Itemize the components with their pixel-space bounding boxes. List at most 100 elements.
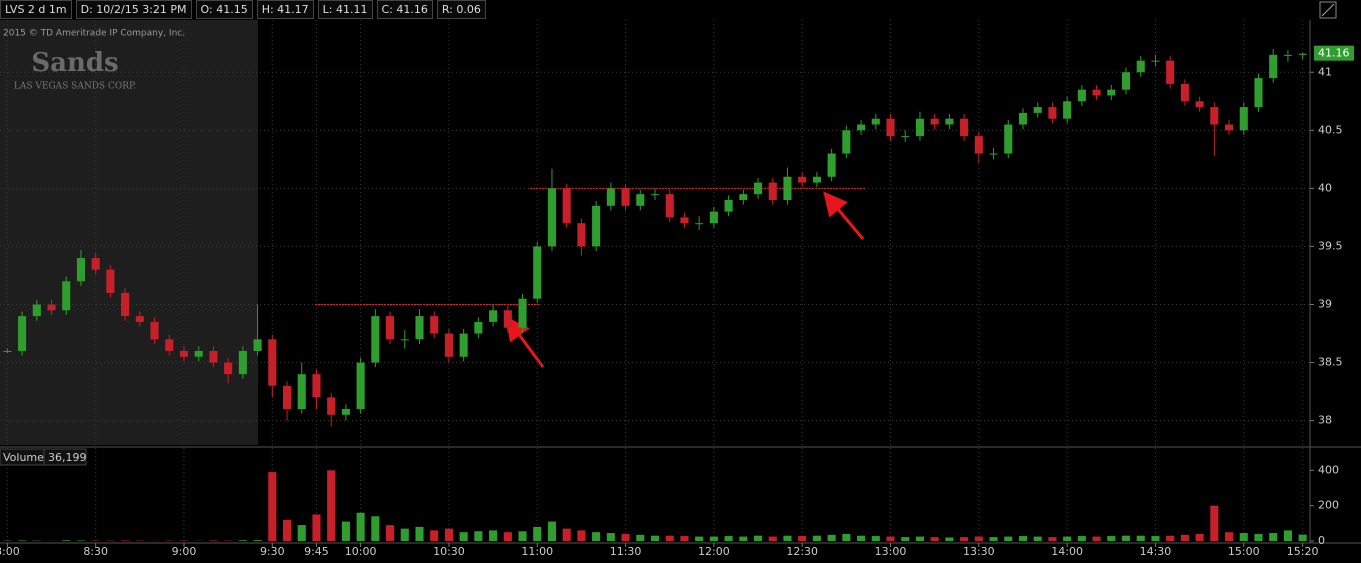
candle-body — [518, 298, 527, 328]
volume-bar — [1121, 535, 1131, 541]
volume-y-tick-label: 0 — [1318, 534, 1325, 547]
candle-body — [121, 292, 130, 317]
last-price: 41.16 — [1318, 47, 1350, 60]
volume-bar — [312, 514, 321, 541]
candle-body — [606, 188, 615, 206]
x-tick-label: 11:00 — [521, 545, 553, 558]
candle-body — [503, 310, 512, 328]
volume-bar — [121, 540, 130, 541]
volume-bar — [62, 540, 71, 541]
candle-body — [32, 304, 41, 317]
volume-bar — [282, 519, 292, 541]
x-tick-label: 9:00 — [172, 545, 197, 558]
candle-body — [1195, 101, 1204, 108]
volume-bar — [253, 540, 262, 541]
volume-bar — [1166, 535, 1175, 541]
candle-body — [106, 269, 115, 293]
volume-bar — [1107, 536, 1116, 541]
x-tick-label: 14:30 — [1140, 545, 1172, 558]
x-tick-label: 10:30 — [433, 545, 465, 558]
zoom-icon[interactable] — [1319, 1, 1337, 19]
volume-bar — [606, 533, 615, 541]
candle-body — [238, 350, 247, 375]
y-tick-label: 39.5 — [1318, 239, 1343, 252]
high: H: 41.17 — [256, 0, 314, 19]
candle-body — [695, 223, 704, 225]
volume-bar — [474, 531, 483, 541]
volume-bar — [1210, 505, 1219, 541]
candle-body — [341, 409, 350, 415]
candle-body — [1092, 89, 1101, 96]
volume-y-tick-label: 400 — [1318, 463, 1339, 476]
volume-bar — [945, 537, 954, 541]
candle-body — [945, 118, 954, 125]
candle-body — [1239, 107, 1248, 131]
volume-bar — [1018, 536, 1028, 541]
candle-body — [386, 316, 395, 340]
volume-bar — [901, 537, 910, 541]
x-tick-label: 13:00 — [875, 545, 907, 558]
logo: Sands — [31, 48, 118, 78]
volume-bar — [827, 534, 836, 541]
candle-body — [1269, 54, 1278, 79]
candle-body — [179, 350, 189, 357]
candle-body — [415, 316, 424, 340]
candle-body — [76, 258, 86, 282]
candle-body — [768, 182, 777, 200]
volume-bar — [1151, 536, 1160, 541]
volume-bar — [680, 536, 689, 541]
header: LVS 2 d 1m D: 10/2/15 3:21 PM O: 41.15 H… — [0, 0, 486, 19]
volume-bar — [768, 536, 777, 541]
candle-body — [1033, 107, 1042, 113]
candle-body — [268, 339, 277, 386]
volume-bar — [1239, 533, 1248, 541]
volume-bar — [739, 536, 748, 541]
y-tick-label: 39 — [1318, 297, 1332, 310]
candle-body — [562, 188, 571, 224]
symbol[interactable]: LVS 2 d 1m — [0, 0, 72, 19]
volume-bar — [724, 536, 733, 541]
candle-body — [165, 339, 174, 351]
candle-body — [547, 188, 557, 247]
volume-bar — [1033, 536, 1042, 541]
volume-bar — [1092, 536, 1101, 541]
volume-bar — [1195, 533, 1204, 541]
volume-bar — [341, 521, 350, 541]
candle-body — [327, 397, 336, 415]
candle-body — [901, 136, 910, 138]
volume-bar — [915, 536, 924, 541]
volume-bar — [1077, 536, 1086, 541]
candle-body — [930, 118, 939, 125]
candle-body — [459, 333, 468, 357]
volume-y-tick-label: 200 — [1318, 499, 1339, 512]
volume-bar — [444, 528, 453, 541]
candle-body — [636, 194, 645, 206]
candle-body — [1063, 101, 1072, 119]
candle-body — [1283, 54, 1292, 56]
x-tick-label: 8:00 — [0, 545, 20, 558]
candle-body — [47, 304, 56, 311]
volume-bar — [1180, 534, 1189, 541]
candle-body — [1298, 53, 1307, 55]
candle-body — [3, 350, 12, 352]
candle-body — [724, 199, 733, 212]
candle-body — [194, 350, 203, 357]
open: O: 41.15 — [195, 0, 253, 19]
candle-body — [1136, 60, 1145, 73]
volume-bar — [857, 535, 866, 541]
candle-body — [209, 350, 218, 363]
candle-body — [430, 316, 439, 334]
volume-bar — [1254, 533, 1263, 541]
candle-body — [1210, 107, 1219, 125]
candle-body — [297, 374, 306, 410]
volume-label: Volume — [3, 451, 44, 464]
candle-body — [18, 316, 27, 351]
volume-bar — [871, 536, 880, 541]
volume-bar — [547, 521, 557, 541]
volume-total: 36,199 — [48, 451, 87, 464]
candle-body — [960, 118, 969, 137]
volume-bar — [960, 537, 969, 541]
volume-bar — [533, 526, 542, 541]
volume-bar — [489, 530, 498, 541]
